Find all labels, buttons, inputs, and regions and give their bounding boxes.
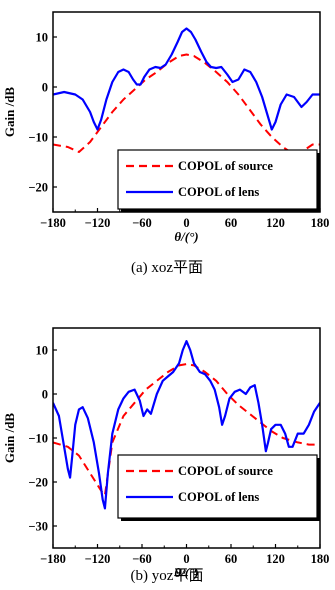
y-tick-label: 10 (36, 31, 49, 45)
x-tick-label: 120 (266, 552, 285, 566)
figure-caption: (a) xoz平面 (131, 260, 203, 276)
series-line-lens (53, 340, 320, 510)
x-tick-label: −120 (85, 216, 111, 230)
legend-box (117, 454, 318, 519)
legend-label-source: COPOL of source (178, 159, 273, 173)
y-tick-label: 0 (42, 81, 48, 95)
x-tick-label: −120 (85, 552, 111, 566)
y-tick-label: −30 (28, 520, 48, 534)
series-line-lens (53, 27, 320, 131)
y-tick-label: −10 (28, 131, 48, 145)
x-tick-label: 60 (225, 552, 238, 566)
y-tick-label: 0 (42, 388, 48, 402)
x-tick-label: 120 (266, 216, 285, 230)
legend-label-lens: COPOL of lens (178, 490, 259, 504)
x-axis-label: θ/(°) (174, 229, 198, 244)
chart-xoz: −180 −120 −60 0 60 120 180 10 0 −10 −20 θ/(°) Gain /… (2, 11, 330, 276)
x-tick-label: −60 (132, 552, 152, 566)
legend: COPOL of source COPOL of lens (117, 149, 320, 212)
figure-caption: (b) yoz平面 (131, 568, 204, 584)
y-tick-label: −10 (28, 432, 48, 446)
legend-box (117, 149, 318, 210)
x-tick-label: −60 (132, 216, 152, 230)
x-tick-label: 180 (311, 216, 330, 230)
x-tick-label: 60 (225, 216, 238, 230)
legend: COPOL of source COPOL of lens (117, 454, 320, 521)
legend-label-lens: COPOL of lens (178, 185, 259, 199)
x-tick-label: 180 (311, 552, 330, 566)
y-tick-label: −20 (28, 181, 48, 195)
x-tick-label: 0 (183, 216, 189, 230)
legend-label-source: COPOL of source (178, 464, 273, 478)
x-axis-label: θ/(°) (174, 565, 198, 580)
y-axis-label: Gain /dB (2, 413, 17, 464)
chart-yoz: −180 −120 −60 0 60 120 180 10 0 −10 −20 −30 θ/(°) Gai… (2, 327, 330, 584)
y-axis-label: Gain /dB (2, 87, 17, 138)
x-tick-label: −180 (40, 216, 66, 230)
x-tick-label: 0 (183, 552, 189, 566)
y-tick-label: 10 (36, 344, 49, 358)
x-tick-label: −180 (40, 552, 66, 566)
y-tick-label: −20 (28, 476, 48, 490)
